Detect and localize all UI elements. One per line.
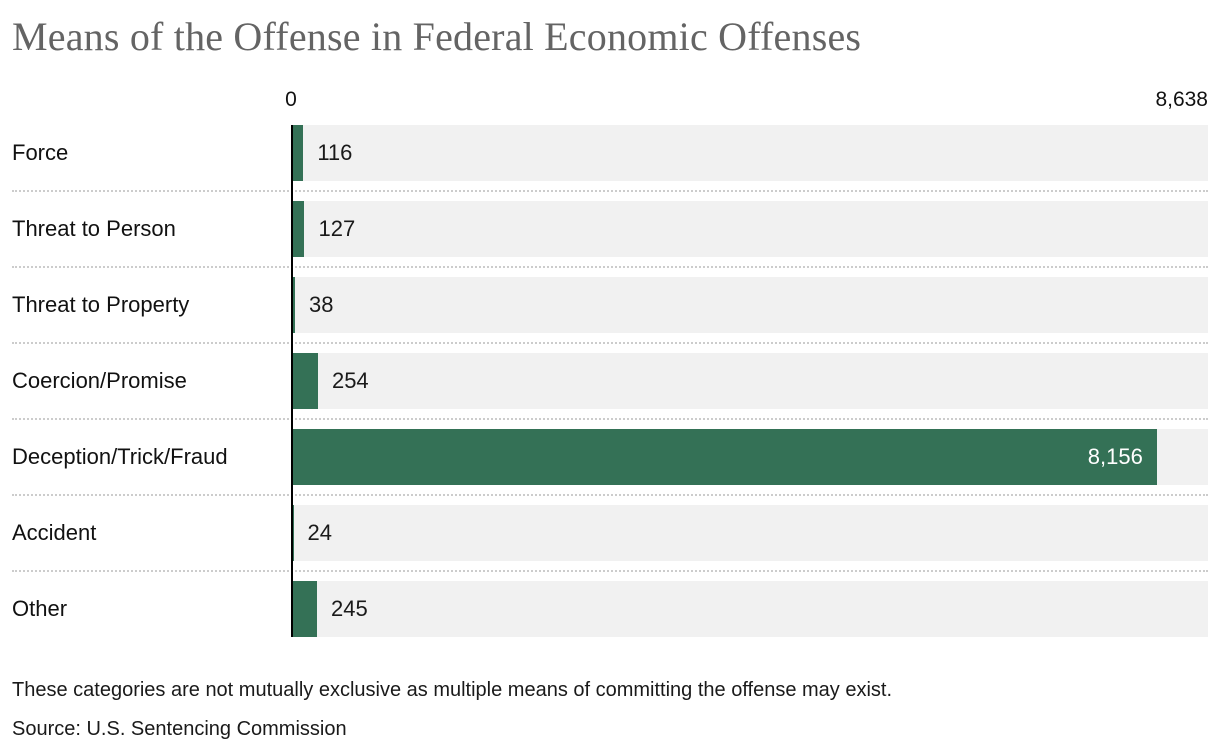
bar bbox=[291, 277, 296, 333]
chart-source: Source: U.S. Sentencing Commission bbox=[12, 718, 347, 740]
bar-chart: Force 116 Threat to Person 127 Threat to… bbox=[12, 125, 1208, 637]
category-label: Force bbox=[12, 140, 69, 165]
bar bbox=[291, 125, 304, 181]
axis-tick-min: 0 bbox=[285, 88, 297, 111]
chart-row: Force 116 bbox=[12, 125, 1208, 201]
category-label: Threat to Person bbox=[12, 216, 176, 241]
value-label: 38 bbox=[309, 292, 334, 317]
chart-title: Means of the Offense in Federal Economic… bbox=[12, 14, 862, 59]
bar-track: 24 bbox=[291, 505, 1208, 561]
chart-row: Accident 24 bbox=[12, 505, 1208, 581]
chart-row: Threat to Property 38 bbox=[12, 277, 1208, 353]
chart-row: Coercion/Promise 254 bbox=[12, 353, 1208, 429]
bar bbox=[291, 201, 305, 257]
bar-track: 127 bbox=[291, 201, 1208, 257]
category-label: Deception/Trick/Fraud bbox=[12, 444, 228, 469]
bar bbox=[291, 429, 1157, 485]
bar bbox=[291, 581, 317, 637]
chart-row: Deception/Trick/Fraud 8,156 bbox=[12, 429, 1208, 505]
category-label: Coercion/Promise bbox=[12, 368, 187, 393]
bar-track: 8,156 bbox=[291, 429, 1208, 485]
chart-row: Threat to Person 127 bbox=[12, 201, 1208, 277]
category-label: Other bbox=[12, 596, 68, 621]
bar-track: 116 bbox=[291, 125, 1208, 181]
axis-baseline bbox=[291, 125, 293, 637]
category-label: Accident bbox=[12, 520, 97, 545]
value-label: 116 bbox=[317, 140, 353, 165]
category-label: Threat to Property bbox=[12, 292, 190, 317]
value-label: 245 bbox=[331, 596, 368, 621]
axis-header: 0 8,638 bbox=[12, 88, 1208, 112]
bar-track: 254 bbox=[291, 353, 1208, 409]
chart-footnote: These categories are not mutually exclus… bbox=[12, 679, 893, 701]
value-label: 8,156 bbox=[1087, 444, 1143, 469]
value-label: 24 bbox=[307, 520, 333, 545]
value-label: 127 bbox=[318, 216, 356, 241]
bar bbox=[291, 353, 318, 409]
value-label: 254 bbox=[331, 368, 369, 393]
bar-track: 38 bbox=[291, 277, 1208, 333]
chart-page: Means of the Offense in Federal Economic… bbox=[12, 14, 1208, 740]
bar-track: 245 bbox=[291, 581, 1208, 637]
chart-row: Other 245 bbox=[12, 581, 1208, 637]
axis-tick-max: 8,638 bbox=[1155, 88, 1208, 111]
